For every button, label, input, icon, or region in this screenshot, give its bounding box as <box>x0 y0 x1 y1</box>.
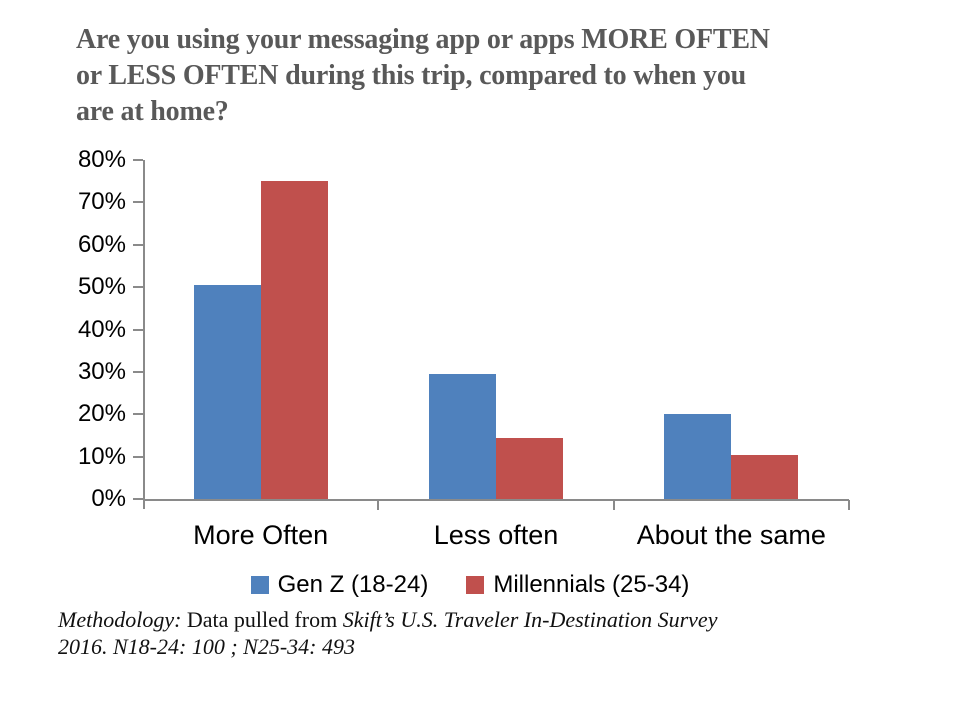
legend-swatch-icon <box>466 576 485 594</box>
bar-gen-z-18-24-more-often <box>193 285 261 499</box>
methodology-label: Methodology: <box>58 607 187 632</box>
chart-title: Are you using your messaging app or apps… <box>76 22 926 130</box>
bar-millennials-25-34-about-the-same <box>731 454 799 499</box>
legend-swatch-icon <box>250 576 269 594</box>
title-line-3: are at home? <box>76 96 229 127</box>
y-tick-label: 20% <box>77 400 126 428</box>
legend-label: Gen Z (18-24) <box>277 571 429 598</box>
legend-label: Millennials (25-34) <box>493 571 690 598</box>
x-tick <box>848 500 850 510</box>
methodology-source: Skift’s U.S. Traveler In-Destination Sur… <box>58 607 718 659</box>
bar-gen-z-18-24-about-the-same <box>664 414 732 499</box>
y-tick-label: 80% <box>77 146 126 173</box>
bar-millennials-25-34-more-often <box>260 181 328 499</box>
x-axis-line <box>143 499 849 501</box>
methodology-text: Data pulled from <box>186 607 343 632</box>
y-tick <box>133 455 143 458</box>
category-label-about-the-same: About the same <box>636 520 826 550</box>
y-tick-label: 70% <box>77 188 126 216</box>
y-tick <box>133 243 143 246</box>
y-tick-label: 10% <box>77 442 126 470</box>
category-label-less-often: Less often <box>433 520 559 550</box>
y-tick-label: 60% <box>77 230 126 258</box>
y-tick <box>133 370 143 373</box>
y-tick <box>133 498 143 500</box>
y-tick <box>133 201 143 204</box>
legend-item-gen-z-18-24: Gen Z (18-24) <box>250 571 429 599</box>
category-label-more-often: More Often <box>193 520 329 550</box>
x-tick <box>377 500 380 510</box>
y-tick-label: 30% <box>77 357 126 385</box>
legend-item-millennials-25-34: Millennials (25-34) <box>466 571 689 599</box>
y-tick-label: 50% <box>77 273 126 301</box>
y-tick <box>133 286 143 289</box>
y-tick <box>133 159 143 161</box>
legend: Gen Z (18-24) Millennials (25-34) <box>0 571 940 599</box>
title-line-1: Are you using your messaging app or apps… <box>76 24 770 55</box>
y-tick-label: 40% <box>77 315 126 343</box>
methodology-note: Methodology: Data pulled from Skift’s U.… <box>58 606 738 660</box>
y-axis-line <box>143 160 145 509</box>
bar-millennials-25-34-less-often <box>496 437 563 499</box>
x-tick <box>612 500 615 510</box>
y-tick-label: 0% <box>91 485 126 512</box>
title-line-2: or LESS OFTEN during this trip, compared… <box>76 60 747 91</box>
y-tick <box>133 328 143 331</box>
y-tick <box>133 413 143 416</box>
bar-gen-z-18-24-less-often <box>429 373 496 499</box>
